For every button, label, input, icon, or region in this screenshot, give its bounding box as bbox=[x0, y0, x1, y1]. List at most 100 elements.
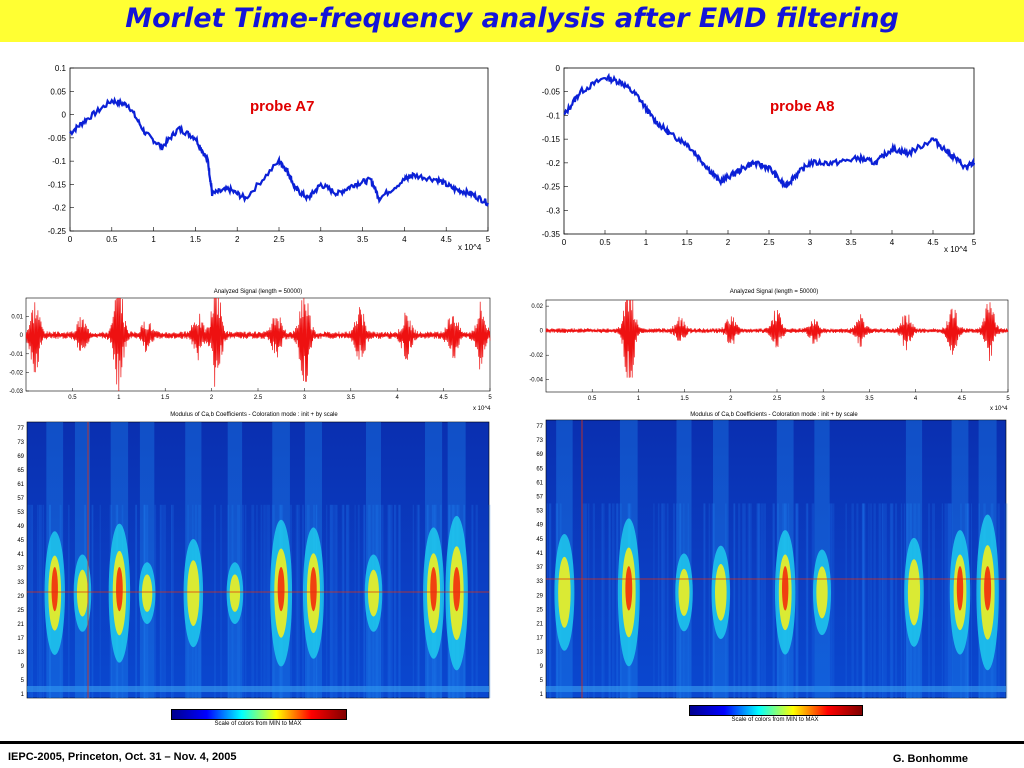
streak bbox=[882, 503, 885, 698]
event-peak bbox=[310, 567, 317, 612]
streak bbox=[615, 503, 619, 698]
streak bbox=[346, 504, 349, 698]
streak bbox=[760, 503, 763, 698]
x-tick-label: 2.5 bbox=[273, 235, 285, 244]
y-tick-label: 29 bbox=[17, 594, 24, 600]
x-tick-label: 2 bbox=[726, 238, 731, 247]
streak bbox=[387, 504, 391, 698]
x-multiplier: x 10^4 bbox=[944, 245, 968, 254]
y-tick-label: -0.01 bbox=[9, 352, 23, 358]
y-tick-label: -0.02 bbox=[529, 353, 543, 359]
streak bbox=[38, 504, 41, 698]
y-tick-label: 17 bbox=[536, 636, 543, 642]
streak bbox=[928, 503, 930, 698]
y-tick-label: 21 bbox=[17, 622, 24, 628]
streak bbox=[135, 504, 138, 698]
event-core bbox=[558, 556, 571, 628]
streak bbox=[475, 504, 478, 698]
x-tick-label: 2.5 bbox=[763, 238, 775, 247]
streak bbox=[342, 504, 345, 698]
y-tick-label: 13 bbox=[17, 650, 24, 656]
y-tick-label: 69 bbox=[17, 454, 24, 460]
streak bbox=[329, 504, 333, 698]
y-tick-label: 17 bbox=[17, 636, 24, 642]
streak bbox=[601, 503, 605, 698]
streak bbox=[861, 503, 865, 698]
y-tick-label: 0.01 bbox=[11, 315, 23, 321]
event-core bbox=[715, 564, 727, 621]
x-tick-label: 4.5 bbox=[927, 238, 939, 247]
y-tick-label: 37 bbox=[536, 565, 543, 571]
streak bbox=[830, 503, 832, 698]
y-tick-label: 0 bbox=[62, 111, 67, 120]
plot-frame bbox=[545, 299, 1009, 393]
event-core bbox=[76, 569, 88, 617]
streak bbox=[334, 504, 337, 698]
streak bbox=[266, 504, 269, 698]
streak bbox=[159, 504, 162, 698]
chart-title: Analyzed Signal (length = 50000) bbox=[214, 289, 303, 295]
colorbar-caption-left: Scale of colors from MIN to MAX bbox=[214, 721, 302, 727]
scalogram-left: Modulus of Ca,b Coefficients - Coloratio… bbox=[17, 412, 491, 699]
y-tick-label: 0 bbox=[556, 64, 561, 73]
x-tick-label: 1.5 bbox=[681, 238, 693, 247]
streak bbox=[616, 503, 619, 698]
streak bbox=[163, 504, 166, 698]
streak bbox=[889, 503, 893, 698]
streak bbox=[381, 504, 384, 698]
footer-conference: IEPC-2005, Princeton, Oct. 31 – Nov. 4, … bbox=[8, 751, 237, 763]
y-tick-label: 33 bbox=[17, 580, 24, 586]
x-tick-label: 1 bbox=[117, 395, 121, 401]
x-tick-label: 5 bbox=[486, 235, 491, 244]
streak bbox=[653, 503, 655, 698]
x-tick-label: 2.5 bbox=[254, 395, 263, 401]
x-tick-label: 1.5 bbox=[190, 235, 202, 244]
heatmap-frame bbox=[545, 419, 1007, 699]
streak bbox=[171, 504, 174, 698]
streak bbox=[417, 504, 420, 698]
y-tick-label: 21 bbox=[536, 621, 543, 627]
streak bbox=[584, 503, 588, 698]
streak bbox=[900, 503, 903, 698]
footer-author: G. Bonhomme bbox=[892, 753, 968, 765]
streak bbox=[260, 504, 263, 698]
y-tick-label: -0.02 bbox=[9, 370, 23, 376]
x-tick-label: 5 bbox=[488, 395, 492, 401]
streak bbox=[738, 503, 741, 698]
y-tick-label: 41 bbox=[17, 552, 24, 558]
streak bbox=[220, 504, 222, 698]
x-tick-label: 2 bbox=[210, 395, 214, 401]
y-tick-label: 73 bbox=[17, 440, 24, 446]
x-tick-label: 0.5 bbox=[599, 238, 611, 247]
colorbar-caption-right: Scale of colors from MIN to MAX bbox=[731, 717, 819, 723]
event-core bbox=[229, 574, 241, 612]
streak bbox=[335, 504, 338, 698]
x-tick-label: 4.5 bbox=[958, 396, 967, 402]
chart-title: Modulus of Ca,b Coefficients - Coloratio… bbox=[690, 412, 858, 418]
y-tick-label: 57 bbox=[17, 496, 24, 502]
event-core bbox=[368, 569, 379, 617]
x-tick-label: 1.5 bbox=[680, 396, 689, 402]
signal-line bbox=[545, 299, 1009, 378]
event-core bbox=[141, 574, 153, 612]
streak bbox=[399, 504, 401, 698]
y-tick-label: 25 bbox=[536, 607, 543, 613]
streak bbox=[660, 503, 663, 698]
y-tick-label: 13 bbox=[536, 650, 543, 656]
event-column bbox=[139, 422, 155, 698]
streak bbox=[160, 504, 162, 698]
y-tick-label: 53 bbox=[536, 509, 543, 515]
x-tick-label: 1 bbox=[151, 235, 156, 244]
y-tick-label: 0.02 bbox=[531, 304, 543, 310]
streak bbox=[756, 503, 760, 698]
y-tick-label: -0.1 bbox=[546, 111, 560, 120]
y-tick-label: 45 bbox=[536, 537, 543, 543]
streak bbox=[251, 504, 255, 698]
streak bbox=[657, 503, 660, 698]
y-tick-label: 77 bbox=[536, 424, 543, 430]
streak bbox=[397, 504, 401, 698]
streak bbox=[330, 504, 333, 698]
x-multiplier: x 10^4 bbox=[990, 406, 1008, 412]
x-tick-label: 3.5 bbox=[845, 238, 857, 247]
streak bbox=[301, 504, 304, 698]
